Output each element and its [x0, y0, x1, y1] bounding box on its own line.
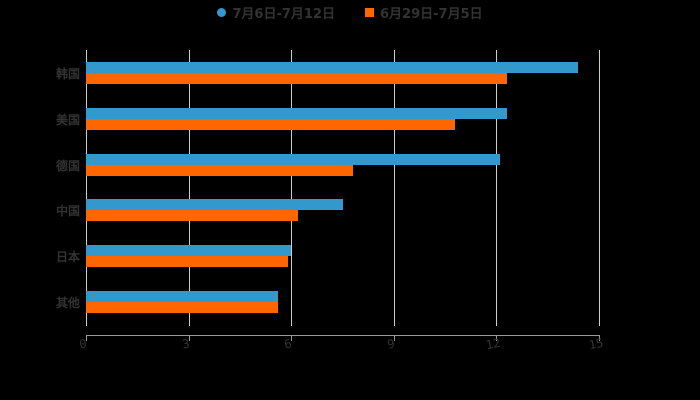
category-label: 中国 — [55, 204, 80, 219]
plot-area — [86, 50, 600, 326]
category-label: 日本 — [55, 250, 80, 265]
legend-dot-icon — [217, 8, 227, 17]
x-tick-label: 15 — [587, 335, 605, 353]
x-axis — [86, 335, 600, 336]
legend-label: 6月29日-7月5日 — [380, 7, 483, 22]
gridline — [291, 50, 293, 326]
legend: 7月6日-7月12日 6月29日-7月5日 — [0, 3, 700, 22]
x-tick — [188, 335, 190, 341]
x-tick — [86, 335, 87, 341]
bar-series2[interactable] — [86, 118, 456, 130]
category-label: 其他 — [55, 296, 80, 310]
bar-series2[interactable] — [86, 302, 278, 313]
bar-series1[interactable] — [86, 291, 278, 302]
gridline — [393, 50, 395, 326]
gridline — [188, 50, 190, 326]
category-label: 美国 — [55, 112, 80, 127]
bar-series2[interactable] — [86, 164, 353, 176]
gridline — [599, 50, 600, 326]
x-tick — [496, 335, 498, 341]
bar-series1[interactable] — [86, 199, 343, 211]
bar-series1[interactable] — [86, 153, 500, 165]
bar-series1[interactable] — [86, 107, 507, 119]
bar-series2[interactable] — [86, 210, 299, 222]
gridline — [86, 50, 87, 326]
legend-item-series1[interactable]: 7月6日-7月12日 — [217, 3, 335, 22]
legend-square-icon — [365, 8, 374, 17]
legend-label: 7月6日-7月12日 — [232, 7, 335, 22]
x-tick — [599, 335, 600, 341]
gridline — [496, 50, 498, 326]
bar-series1[interactable] — [86, 245, 292, 257]
category-label: 韩国 — [55, 67, 80, 81]
bar-series2[interactable] — [86, 73, 507, 84]
bar-series1[interactable] — [86, 62, 579, 73]
category-label: 德国 — [55, 158, 80, 173]
x-tick-label: 12 — [485, 335, 502, 353]
x-tick — [291, 335, 293, 341]
legend-item-series2[interactable]: 6月29日-7月5日 — [365, 3, 483, 22]
bar-series2[interactable] — [86, 256, 288, 268]
x-tick — [393, 335, 395, 341]
